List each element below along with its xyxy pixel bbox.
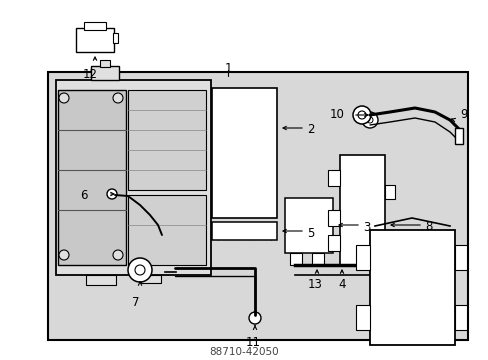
Text: 13: 13 <box>307 278 322 291</box>
Bar <box>212 88 276 218</box>
Bar <box>58 90 126 265</box>
Text: 1: 1 <box>224 62 231 75</box>
Text: 9: 9 <box>459 108 467 121</box>
Bar <box>100 60 110 67</box>
Bar <box>454 305 466 330</box>
Circle shape <box>357 111 365 119</box>
Bar <box>56 80 210 275</box>
Bar <box>113 33 118 43</box>
Circle shape <box>113 250 123 260</box>
Bar <box>76 28 114 52</box>
Bar <box>84 22 106 30</box>
Bar <box>212 222 276 240</box>
Bar <box>128 90 205 190</box>
Bar <box>355 245 369 270</box>
Text: 10: 10 <box>329 108 344 121</box>
Circle shape <box>366 117 372 123</box>
Circle shape <box>113 93 123 103</box>
Bar <box>327 210 339 226</box>
Text: 2: 2 <box>306 123 314 136</box>
Text: 6: 6 <box>80 189 87 202</box>
Bar <box>289 253 302 265</box>
Bar <box>369 230 454 345</box>
Bar <box>454 128 462 144</box>
Bar <box>454 245 466 270</box>
Bar <box>327 235 339 251</box>
Text: 7: 7 <box>132 296 139 309</box>
Text: 8: 8 <box>424 220 431 233</box>
Circle shape <box>59 250 69 260</box>
Circle shape <box>352 106 370 124</box>
Circle shape <box>128 258 152 282</box>
Bar <box>339 155 384 265</box>
Text: 88710-42050: 88710-42050 <box>209 347 278 357</box>
Bar <box>86 275 116 285</box>
Text: 4: 4 <box>337 278 345 291</box>
Text: 11: 11 <box>245 336 261 349</box>
Bar <box>48 72 467 340</box>
Circle shape <box>135 265 145 275</box>
Bar <box>327 170 339 186</box>
Bar <box>141 275 161 283</box>
Bar <box>311 253 324 265</box>
Text: 5: 5 <box>306 227 314 240</box>
Circle shape <box>107 189 117 199</box>
Text: 3: 3 <box>362 221 369 234</box>
Bar <box>128 195 205 265</box>
Bar <box>91 66 119 80</box>
Text: 12: 12 <box>83 68 98 81</box>
Circle shape <box>361 112 377 128</box>
Circle shape <box>59 93 69 103</box>
Circle shape <box>248 312 261 324</box>
Bar <box>384 185 394 199</box>
Bar <box>355 305 369 330</box>
Bar <box>285 198 332 253</box>
